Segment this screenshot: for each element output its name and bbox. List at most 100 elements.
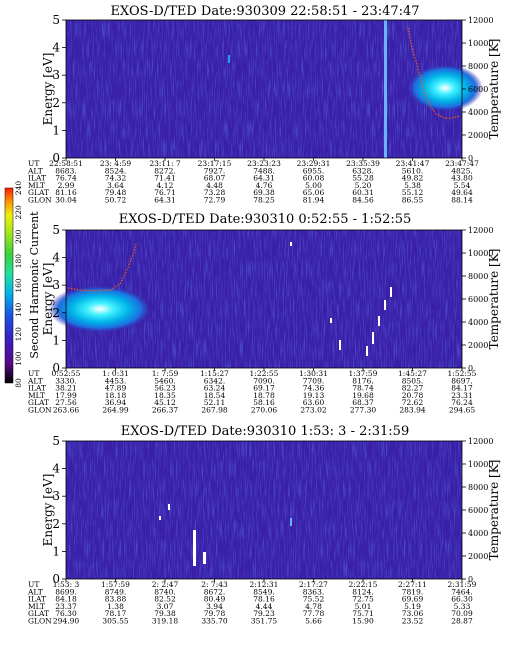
table-cell: 76.30 [55, 609, 77, 618]
table-cell: 73.06 [402, 609, 424, 618]
table-cell: 5.54 [454, 181, 471, 190]
table-cell: 8524. [105, 166, 126, 175]
table-cell: 68.37 [352, 398, 374, 407]
table-cell: 6342. [204, 376, 225, 385]
colorbar-tick-label: 160 [14, 278, 23, 293]
panel-3-yticks: 0 1 2 3 4 5 [52, 434, 66, 586]
ytick-label: 3 [52, 278, 60, 292]
panel-2-streak-b [366, 346, 368, 356]
table-row-label: MLT [28, 181, 45, 190]
table-cell: 23:41:47 [396, 159, 430, 168]
table-cell: 71.41 [154, 174, 175, 183]
table-cell: 3.94 [206, 602, 223, 611]
panel-1-noise [66, 20, 462, 158]
table-cell: 60.08 [303, 174, 325, 183]
panel-2-streak-a [339, 340, 341, 350]
table-cell: 263.66 [53, 406, 79, 415]
colorbar: 80 100 120 140 160 180 200 220 240 Second Harmon… [4, 181, 41, 388]
table-cell: 18.78 [253, 391, 275, 400]
table-cell: 84.18 [55, 595, 77, 604]
panel-1-spike [384, 20, 387, 158]
table-cell: 7090. [253, 376, 274, 385]
y2tick-label: 0 [468, 364, 473, 373]
table-cell: 7709. [303, 376, 324, 385]
table-cell: 64.31 [253, 174, 274, 183]
table-row-label: ALT [27, 376, 43, 385]
table-cell: 7927. [204, 166, 225, 175]
table-cell: 5.33 [454, 602, 471, 611]
table-cell: 72.62 [402, 398, 424, 407]
table-cell: 84.17 [451, 384, 473, 393]
ytick-label: 2 [52, 96, 60, 110]
table-cell: 68.07 [204, 174, 226, 183]
table-cell: 6955. [303, 166, 324, 175]
y2tick-label: 0 [468, 575, 473, 584]
table-cell: 7819. [402, 587, 423, 596]
table-cell: 2:27:11 [398, 580, 427, 589]
table-row-label: GLON [28, 196, 52, 205]
panel-3-streak-b [203, 552, 206, 564]
table-cell: 8749. [105, 587, 126, 596]
table-row-label: MLT [28, 391, 45, 400]
table-cell: 82.27 [402, 384, 424, 393]
table-cell: 65.06 [303, 188, 325, 197]
table-cell: 1:37:59 [349, 369, 378, 378]
table-cell: 79.38 [154, 609, 176, 618]
table-cell: 70.09 [451, 609, 473, 618]
panel-1-ylabel: Energy [eV] [41, 53, 55, 126]
table-cell: 38.21 [55, 384, 76, 393]
table-cell: 5.01 [355, 602, 372, 611]
table-cell: 63.24 [204, 384, 226, 393]
table-cell: 23.52 [402, 617, 424, 626]
ytick-label: 3 [52, 68, 60, 82]
table-cell: 23:23:23 [247, 159, 281, 168]
ytick-label: 1 [52, 544, 60, 558]
table-row-label: ALT [27, 166, 43, 175]
table-row-label: UT [28, 369, 39, 378]
table-cell: 4.48 [206, 181, 223, 190]
table-cell: 1: 0:31 [102, 369, 129, 378]
table-cell: 45.12 [154, 398, 176, 407]
table-cell: 1:22:55 [250, 369, 279, 378]
table-cell: 23:29:31 [297, 159, 331, 168]
panel-3-noise [66, 441, 462, 579]
table-cell: 86.55 [402, 196, 424, 205]
table-cell: 2: 7:43 [201, 580, 228, 589]
table-cell: 8697. [451, 376, 472, 385]
table-cell: 1:53: 3 [53, 580, 80, 589]
table-cell: 78.17 [105, 609, 127, 618]
table-cell: 1:15:27 [200, 369, 229, 378]
table-cell: 66.30 [451, 595, 473, 604]
table-cell: 5.20 [355, 181, 372, 190]
y2tick-label: 6000 [468, 295, 488, 304]
table-row-label: UT [28, 580, 39, 589]
table-row-label: ILAT [28, 174, 46, 183]
y2tick-label: 2000 [468, 341, 488, 350]
panel-3-streak-a [193, 530, 196, 566]
ytick-label: 5 [52, 13, 60, 27]
y2tick-label: 8000 [468, 62, 488, 71]
y2tick-label: 2000 [468, 552, 488, 561]
y2tick-label: 12000 [468, 16, 493, 25]
y2tick-label: 10000 [468, 249, 493, 258]
panel-3-y2label: Temperature [K] [487, 460, 501, 561]
table-cell: 5.19 [404, 602, 421, 611]
table-row-label: GLAT [28, 398, 49, 407]
table-cell: 4.76 [256, 181, 273, 190]
colorbar-tick-label: 100 [14, 351, 23, 366]
table-cell: 76.71 [154, 188, 175, 197]
table-cell: 319.18 [152, 617, 178, 626]
table-cell: 3.07 [157, 602, 174, 611]
table-cell: 63.60 [303, 398, 325, 407]
table-cell: 335.70 [201, 617, 227, 626]
colorbar-tick-label: 80 [14, 378, 23, 388]
table-cell: 8363. [303, 587, 324, 596]
table-cell: 2:17:27 [299, 580, 328, 589]
table-cell: 81.94 [303, 196, 325, 205]
table-cell: 7488. [253, 166, 274, 175]
table-row-label: ILAT [28, 595, 46, 604]
table-cell: 6328. [352, 166, 373, 175]
table-cell: 77.78 [303, 609, 325, 618]
